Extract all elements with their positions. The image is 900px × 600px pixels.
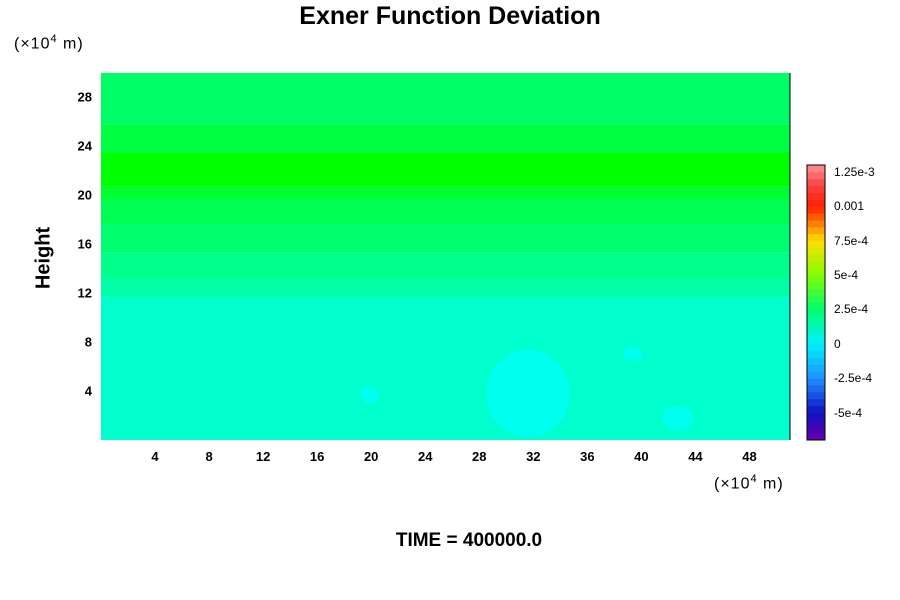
- y-tick-label: 16: [77, 236, 92, 252]
- colorbar-segment: [807, 433, 825, 441]
- colorbar-segment: [807, 281, 825, 290]
- x-tick-label: 4: [151, 449, 159, 464]
- colorbar-segment: [807, 240, 825, 248]
- x-tick-label: 20: [363, 449, 379, 464]
- y-tick-label: 8: [84, 334, 92, 350]
- colorbar-segment: [807, 316, 825, 324]
- colorbar-segment: [807, 302, 825, 310]
- colorbar-segment: [807, 275, 825, 283]
- colorbar-segment: [807, 330, 825, 338]
- colorbar-segment: [807, 185, 825, 193]
- colorbar-segment: [807, 391, 825, 400]
- colorbar-segment: [807, 288, 825, 297]
- colorbar-label: 7.5e-4: [834, 233, 869, 248]
- colorbar-segment: [807, 247, 825, 255]
- colorbar-segment: [807, 199, 825, 207]
- y-unit-label: (×104 m): [14, 33, 84, 53]
- heatmap-minimum-1: [360, 386, 380, 404]
- heatmap-band-2: [101, 252, 790, 279]
- colorbar-segment: [807, 309, 825, 317]
- heatmap-band-8: [101, 73, 790, 125]
- colorbar-segment: [807, 295, 825, 303]
- colorbar-segment: [807, 398, 825, 407]
- x-tick-label: 12: [255, 449, 271, 464]
- x-tick-label: 44: [688, 449, 703, 464]
- colorbar-label: -5e-4: [834, 405, 863, 420]
- x-tick-label: 28: [472, 449, 487, 464]
- heatmap-band-1: [101, 278, 790, 297]
- colorbar-frame: [806, 164, 826, 441]
- colorbar-segment: [807, 206, 825, 214]
- x-tick-label: 32: [526, 449, 541, 464]
- y-tick-label: 24: [77, 138, 92, 154]
- x-tick-label: 16: [309, 449, 325, 464]
- heatmap-band-5: [101, 186, 790, 200]
- colorbar-label: 0.001: [834, 199, 865, 214]
- y-tick-label: 20: [77, 187, 92, 203]
- colorbar-segment: [807, 343, 825, 352]
- x-tick-label: 24: [418, 449, 433, 464]
- x-tick-label: 8: [205, 449, 213, 464]
- colorbar-label: -2.5e-4: [834, 371, 873, 386]
- colorbar-segment: [807, 371, 825, 379]
- colorbar-segment: [807, 385, 825, 393]
- heatmap-band-4: [101, 199, 790, 224]
- colorbar-segment: [807, 323, 825, 331]
- heatmap-band-7: [101, 124, 790, 153]
- colorbar-segment: [807, 220, 825, 228]
- chart-title: Exner Function Deviation: [299, 2, 601, 30]
- heatmap-minimum-3: [661, 405, 695, 431]
- colorbar-segment: [807, 213, 825, 221]
- time-label: TIME = 400000.0: [395, 530, 543, 551]
- colorbar-segment: [807, 178, 825, 187]
- heatmap-band-6: [101, 152, 790, 187]
- x-tick-label: 36: [580, 449, 595, 464]
- colorbar-label: 2.5e-4: [834, 302, 869, 317]
- colorbar-segment: [807, 426, 825, 434]
- colorbar-segment: [807, 192, 825, 200]
- colorbar-segment: [807, 268, 825, 276]
- colorbar-segment: [807, 165, 825, 173]
- colorbar-segment: [807, 226, 825, 235]
- y-tick-label: 12: [77, 285, 92, 301]
- x-unit-label: (×104 m): [714, 473, 784, 493]
- y-tick-label: 4: [84, 383, 92, 399]
- colorbar-segment: [807, 336, 825, 345]
- colorbar-segment: [807, 419, 825, 427]
- colorbar-segment: [807, 261, 825, 269]
- colorbar-label: 5e-4: [834, 268, 859, 282]
- heatmap-band-3: [101, 223, 790, 253]
- colorbar-label: 1.25e-3: [834, 164, 875, 179]
- x-tick-label: 48: [742, 449, 757, 464]
- colorbar-segment: [807, 357, 825, 365]
- y-tick-label: 28: [77, 89, 92, 105]
- x-tick-label: 40: [634, 449, 649, 464]
- colorbar-segment: [807, 378, 825, 386]
- colorbar-segment: [807, 254, 825, 262]
- heatmap-minimum-2: [623, 347, 643, 362]
- colorbar-segment: [807, 412, 825, 420]
- colorbar-segment: [807, 350, 825, 358]
- heatmap-minimum-0: [486, 349, 570, 438]
- colorbar-segment: [807, 171, 825, 180]
- colorbar-label: 0: [834, 336, 841, 351]
- colorbar-segment: [807, 364, 825, 372]
- colorbar-segment: [807, 233, 825, 242]
- colorbar-segment: [807, 405, 825, 413]
